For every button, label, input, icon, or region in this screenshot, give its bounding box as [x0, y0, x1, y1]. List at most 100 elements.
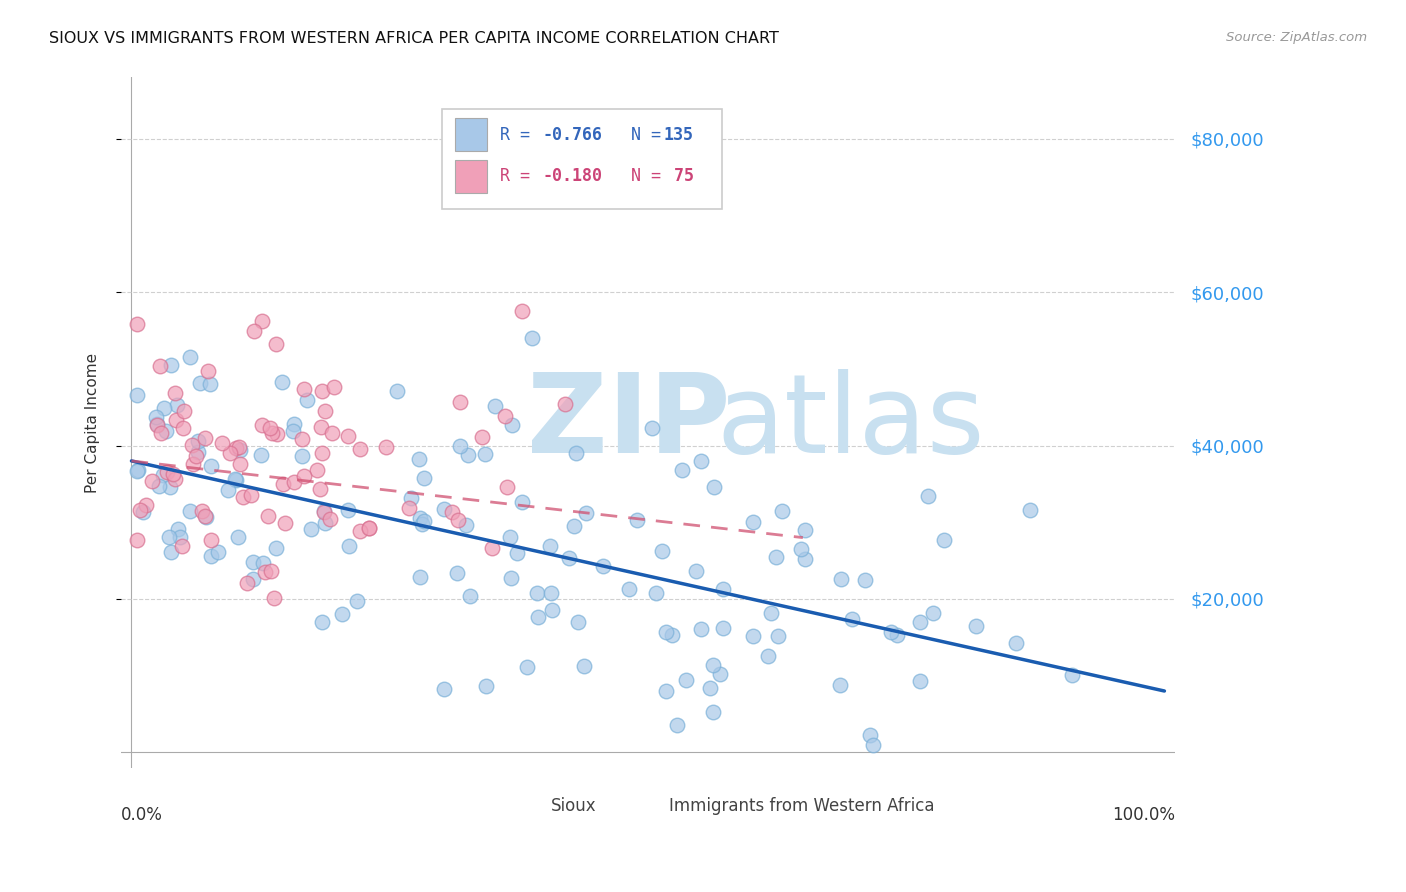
Point [266, 427, 288, 442]
Point [841, 612, 863, 626]
Point [330, 607, 353, 621]
Point [558, 550, 581, 565]
Point [567, 615, 589, 630]
Point [1005, 636, 1028, 650]
Point [149, 359, 172, 373]
Point [307, 463, 329, 477]
Point [165, 385, 187, 400]
Point [232, 491, 254, 505]
Point [159, 480, 181, 494]
Point [125, 318, 148, 332]
Point [150, 425, 173, 440]
Point [181, 457, 204, 471]
Point [194, 432, 217, 446]
Point [198, 377, 221, 392]
Point [219, 446, 242, 460]
Point [908, 615, 931, 630]
Point [742, 629, 765, 643]
Point [252, 557, 274, 571]
Point [709, 666, 731, 681]
Point [965, 619, 987, 633]
Point [266, 541, 288, 555]
Point [162, 467, 184, 481]
Point [641, 421, 664, 435]
Point [250, 418, 273, 433]
Text: Sioux: Sioux [551, 797, 596, 814]
Point [359, 521, 381, 535]
Point [651, 544, 673, 558]
Point [314, 404, 336, 418]
Point [761, 607, 783, 621]
Point [702, 705, 724, 719]
Point [655, 625, 678, 640]
Point [398, 501, 420, 516]
Point [207, 544, 229, 558]
Point [311, 615, 333, 629]
Point [433, 502, 456, 516]
Point [264, 337, 287, 351]
Point [224, 472, 246, 486]
Point [292, 469, 315, 483]
Point [274, 516, 297, 531]
Point [685, 564, 707, 578]
Point [447, 513, 470, 527]
Point [292, 382, 315, 396]
Point [450, 439, 472, 453]
Point [474, 447, 496, 461]
Text: -0.180: -0.180 [543, 167, 603, 186]
Point [200, 549, 222, 564]
Point [349, 524, 371, 539]
Point [257, 509, 280, 524]
Point [152, 468, 174, 483]
Point [411, 516, 433, 531]
Point [526, 585, 548, 599]
Point [173, 404, 195, 418]
Point [271, 476, 294, 491]
Text: -0.766: -0.766 [543, 126, 603, 144]
Point [283, 475, 305, 490]
Point [408, 452, 430, 467]
Point [319, 512, 342, 526]
Point [191, 504, 214, 518]
Text: Source: ZipAtlas.com: Source: ZipAtlas.com [1226, 31, 1367, 45]
Point [880, 625, 903, 640]
Bar [456, 118, 486, 152]
Text: 75: 75 [664, 167, 693, 186]
Point [671, 463, 693, 477]
Point [200, 533, 222, 547]
Point [125, 533, 148, 547]
Point [592, 558, 614, 573]
Point [387, 384, 409, 398]
Point [337, 429, 360, 443]
Point [190, 376, 212, 390]
Point [456, 518, 478, 533]
Point [135, 498, 157, 512]
Point [160, 358, 183, 372]
Y-axis label: Per Capita Income: Per Capita Income [86, 352, 100, 492]
Point [460, 589, 482, 603]
Point [471, 429, 494, 443]
Point [765, 549, 787, 564]
Point [125, 388, 148, 402]
Point [194, 508, 217, 523]
Point [322, 379, 344, 393]
Point [886, 628, 908, 642]
Point [157, 530, 180, 544]
Point [375, 440, 398, 454]
Point [260, 564, 283, 578]
Point [225, 441, 247, 455]
Point [520, 330, 543, 344]
Point [917, 489, 939, 503]
Point [141, 475, 163, 489]
Point [260, 426, 283, 441]
Point [702, 658, 724, 673]
Point [711, 582, 734, 597]
Point [742, 515, 765, 529]
Point [217, 483, 239, 498]
Point [554, 397, 576, 411]
Point [132, 505, 155, 519]
Text: atlas: atlas [717, 369, 986, 476]
Point [314, 504, 336, 518]
Point [699, 681, 721, 695]
Point [575, 506, 598, 520]
